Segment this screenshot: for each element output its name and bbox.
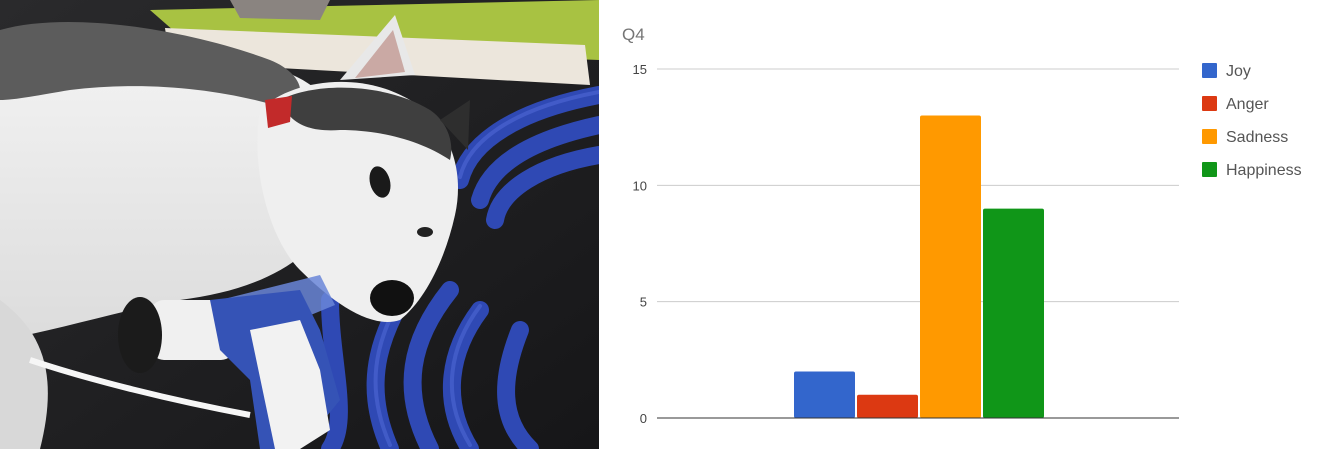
legend-swatch-happiness <box>1202 162 1217 177</box>
gridlines <box>657 68 1179 303</box>
bar-happiness <box>983 208 1044 418</box>
y-tick-label: 0 <box>640 411 647 426</box>
y-tick-label: 15 <box>633 62 647 77</box>
legend-swatch-sadness <box>1202 129 1217 144</box>
husky-photo-illustration <box>0 0 599 449</box>
chart-panel: Q4 0 5 10 15 Joy Anger Sadness Happiness <box>599 0 1330 449</box>
y-tick-label: 5 <box>640 295 647 310</box>
chart-title: Q4 <box>622 25 645 44</box>
y-tick-label: 10 <box>633 178 647 193</box>
legend-label-anger: Anger <box>1226 96 1269 113</box>
dryer-illustration <box>29 275 340 449</box>
bars <box>794 115 1044 419</box>
legend-swatch-joy <box>1202 63 1217 78</box>
legend-label-joy: Joy <box>1226 63 1251 80</box>
bar-anger <box>857 394 918 418</box>
bar-sadness <box>920 115 981 419</box>
husky-photo <box>0 0 599 449</box>
y-axis-tick-labels: 0 5 10 15 <box>633 62 647 426</box>
legend-label-sadness: Sadness <box>1226 129 1288 146</box>
legend: Joy Anger Sadness Happiness <box>1202 63 1302 179</box>
legend-swatch-anger <box>1202 96 1217 111</box>
bar-chart: Q4 0 5 10 15 Joy Anger Sadness Happiness <box>622 25 1302 426</box>
legend-label-happiness: Happiness <box>1226 162 1302 179</box>
bar-joy <box>794 371 855 418</box>
